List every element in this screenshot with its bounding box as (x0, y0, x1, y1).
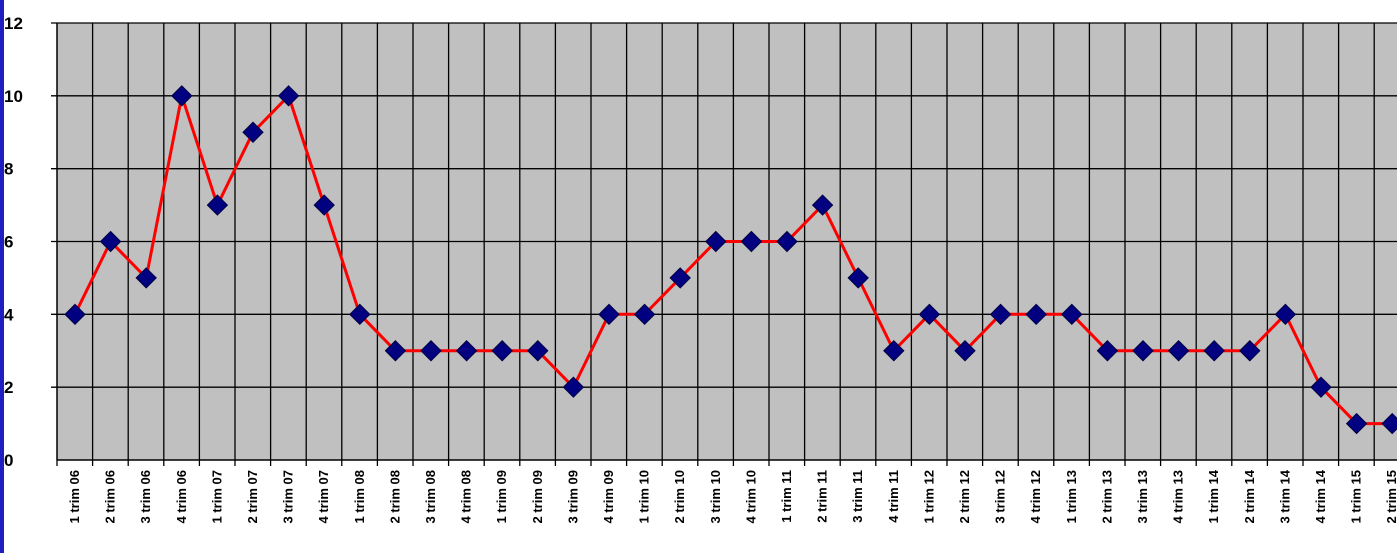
x-tick-label: 4 trim 12 (1028, 470, 1043, 523)
x-tick-label: 4 trim 14 (1313, 469, 1328, 523)
data-point-marker (1345, 412, 1368, 435)
data-point-marker (384, 340, 407, 362)
data-point-marker (420, 340, 442, 362)
x-tick-label: 1 trim 15 (1349, 470, 1364, 523)
data-point-marker (562, 376, 585, 398)
data-point-marker (1239, 340, 1261, 362)
data-point-marker (1274, 303, 1297, 326)
data-point-marker (598, 303, 620, 326)
y-tick-label: 8 (4, 160, 13, 179)
x-tick-label: 3 trim 10 (708, 470, 723, 523)
x-tick-label: 1 trim 06 (67, 470, 82, 523)
x-tick-label: 1 trim 09 (494, 470, 509, 523)
x-tick-label: 3 trim 11 (850, 470, 865, 523)
y-tick-label: 0 (4, 451, 13, 470)
data-point-marker (989, 303, 1012, 326)
data-point-marker (669, 267, 691, 289)
left-edge-accent (0, 0, 4, 553)
data-point-marker (776, 230, 798, 253)
data-point-marker (455, 340, 478, 362)
x-axis-tick-labels: 1 trim 06 2 trim 06 3 trim 06 4 trim 06 1 tr… (67, 469, 1397, 523)
x-tick-label: 3 trim 09 (565, 470, 580, 523)
x-tick-label: 1 trim 10 (637, 470, 652, 523)
y-tick-label: 12 (4, 14, 23, 33)
data-point-marker (135, 267, 157, 289)
data-point-marker (349, 303, 371, 326)
data-point-marker (1310, 376, 1332, 398)
data-point-marker (954, 340, 976, 362)
data-point-marker (242, 121, 264, 143)
x-tick-label: 2 trim 13 (1099, 470, 1114, 523)
data-point-marker (491, 340, 513, 362)
x-tick-label: 4 trim 11 (886, 470, 901, 523)
data-point-marker (633, 303, 656, 326)
y-tick-label: 6 (4, 233, 13, 252)
x-tick-label: 2 trim 08 (387, 470, 402, 523)
data-point-marker (918, 303, 941, 326)
x-tick-label: 1 trim 14 (1206, 469, 1221, 523)
x-tick-label: 2 trim 11 (815, 470, 830, 523)
x-tick-label: 3 trim 13 (1135, 470, 1150, 523)
data-point-marker (99, 230, 122, 253)
x-tick-label: 1 trim 11 (779, 470, 794, 523)
x-tick-label: 4 trim 06 (174, 470, 189, 523)
data-point-marker (1025, 303, 1047, 326)
data-point-marker (1096, 340, 1119, 362)
x-tick-label: 4 trim 07 (316, 470, 331, 523)
data-point-marker (171, 85, 193, 107)
data-point-marker (277, 85, 300, 107)
data-point-marker (64, 303, 86, 326)
x-tick-label: 3 trim 08 (423, 470, 438, 523)
data-point-marker (1167, 340, 1190, 362)
data-point-marker (1381, 412, 1397, 435)
x-tick-label: 4 trim 10 (743, 470, 758, 523)
data-point-marker (740, 230, 763, 253)
data-point-marker (883, 340, 905, 362)
x-tick-label: 2 trim 14 (1242, 469, 1257, 523)
x-tick-label: 2 trim 07 (245, 470, 260, 523)
x-tick-label: 3 trim 12 (993, 470, 1008, 523)
x-tick-label: 3 trim 14 (1277, 469, 1292, 523)
x-tick-label: 4 trim 09 (601, 470, 616, 523)
x-tick-label: 2 trim 12 (957, 470, 972, 523)
y-axis-tick-labels: 0 2 4 6 8 10 12 (4, 14, 23, 470)
data-point-marker (527, 340, 549, 362)
x-tick-label: 4 trim 13 (1171, 470, 1186, 523)
data-point-marker (206, 194, 229, 216)
data-point-marker (811, 194, 834, 216)
data-point-marker (313, 194, 335, 216)
data-point-marker (847, 267, 869, 289)
x-tick-label: 1 trim 07 (209, 470, 224, 523)
horizontal-gridlines (51, 22, 1397, 388)
data-point-marker (705, 230, 727, 253)
x-tick-label: 3 trim 07 (281, 470, 296, 523)
x-tick-label: 2 trim 10 (672, 470, 687, 523)
x-tick-label: 2 trim 09 (530, 470, 545, 523)
x-tick-label: 2 trim 06 (103, 470, 118, 523)
x-tick-label: 2 trim 15 (1384, 470, 1397, 523)
x-tick-label: 4 trim 08 (459, 470, 474, 523)
x-tick-label: 1 trim 13 (1064, 470, 1079, 523)
x-tick-label: 1 trim 12 (921, 470, 936, 523)
series-markers (64, 85, 1397, 435)
x-tick-label: 1 trim 08 (352, 470, 367, 523)
data-point-marker (1061, 303, 1083, 326)
x-tick-label: 3 trim 06 (138, 470, 153, 523)
x-axis-ticks (56, 460, 1375, 466)
y-tick-label: 2 (4, 378, 13, 397)
data-point-marker (1203, 340, 1225, 362)
data-point-marker (1132, 340, 1154, 362)
y-tick-label: 10 (4, 87, 23, 106)
y-tick-label: 4 (4, 305, 14, 324)
